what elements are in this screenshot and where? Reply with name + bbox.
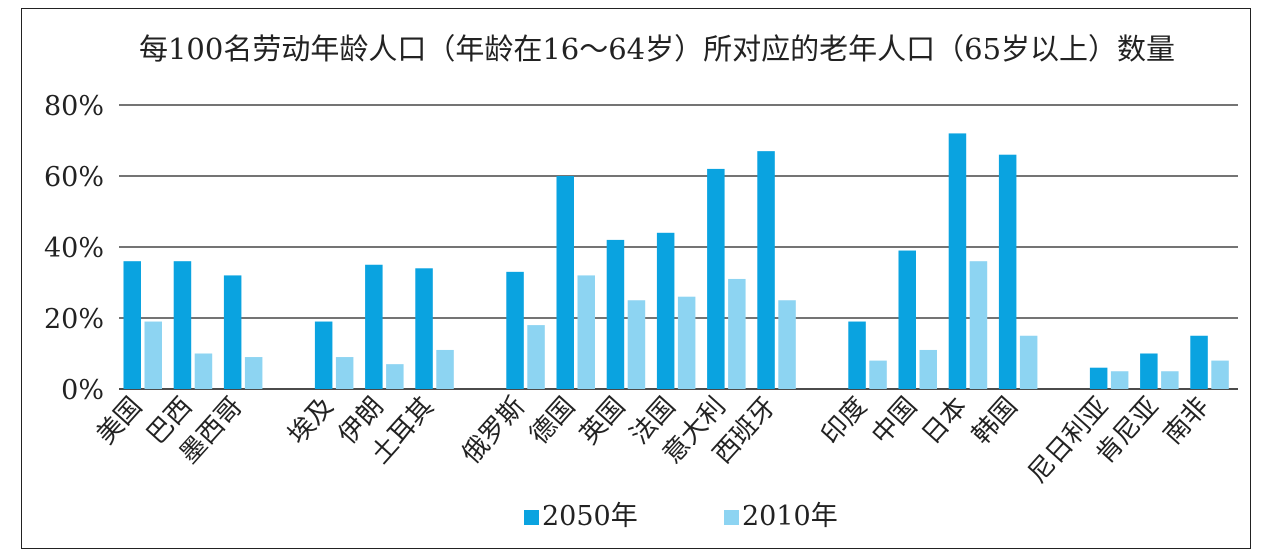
bar-2050	[556, 176, 574, 389]
bar-2050	[1190, 335, 1208, 389]
legend-label: 2010年	[742, 501, 838, 532]
bar-2050	[707, 168, 725, 389]
bar-2050	[898, 250, 916, 389]
x-tick-label: 印度	[816, 392, 873, 451]
bar-2010	[577, 275, 595, 389]
bar-2050	[998, 154, 1017, 389]
y-tick-label: 0%	[61, 375, 104, 406]
legend-swatch	[524, 510, 539, 525]
bar-2010	[194, 353, 213, 389]
x-tick-label: 俄罗斯	[457, 392, 531, 470]
bar-2010	[728, 278, 746, 389]
x-tick-label: 韩国	[967, 392, 1024, 451]
chart-title: 每100名劳动年龄人口（年龄在16～64岁）所对应的老年人口（65岁以上）数量	[139, 32, 1175, 66]
y-tick-label: 80%	[44, 91, 104, 122]
legend-swatch	[724, 510, 739, 525]
x-tick-label: 中国	[866, 392, 923, 451]
bar-2010	[144, 321, 162, 389]
bar-2010	[527, 325, 545, 389]
bar-2010	[335, 357, 354, 389]
bar-2010	[244, 357, 263, 389]
bar-2050	[948, 133, 967, 389]
bar-2050	[757, 151, 775, 389]
y-tick-label: 40%	[44, 233, 104, 264]
bar-2010	[778, 300, 796, 389]
bar-2050	[123, 261, 141, 389]
bar-layer	[123, 133, 1229, 389]
chart-frame: 每100名劳动年龄人口（年龄在16～64岁）所对应的老年人口（65岁以上）数量 …	[21, 8, 1251, 549]
bar-2050	[1140, 353, 1158, 389]
bar-2010	[627, 300, 646, 389]
bar-2010	[1019, 335, 1038, 389]
y-tick-label: 60%	[44, 162, 104, 193]
bar-2050	[223, 275, 242, 389]
bar-2050	[173, 261, 192, 389]
bar-2010	[1211, 360, 1229, 389]
y-tick-label: 20%	[44, 304, 104, 335]
bar-2010	[436, 349, 454, 389]
bar-2010	[869, 360, 887, 389]
bar-2010	[1161, 371, 1179, 389]
bar-2010	[969, 261, 988, 389]
bar-2050	[1089, 367, 1108, 389]
bar-2050	[415, 268, 433, 389]
bar-2010	[677, 296, 696, 389]
legend: 2050年 2010年	[524, 501, 838, 532]
bar-2010	[919, 349, 937, 389]
bar-2050	[365, 264, 383, 389]
y-axis-ticks: 0% 20% 40% 60% 80%	[44, 91, 104, 406]
bar-2050	[848, 321, 866, 389]
bar-2010	[1110, 371, 1129, 389]
x-tick-label: 英国	[574, 392, 631, 451]
bar-2050	[606, 239, 625, 389]
x-tick-label: 德国	[524, 392, 581, 451]
x-tick-label: 日本	[916, 392, 973, 451]
bar-2010	[386, 364, 404, 389]
x-tick-label: 南非	[1158, 392, 1215, 451]
bar-2050	[314, 321, 333, 389]
legend-label: 2050年	[542, 501, 638, 532]
x-tick-label: 埃及	[283, 392, 340, 451]
bar-2050	[506, 271, 524, 389]
bar-2050	[656, 232, 675, 389]
chart-svg: 每100名劳动年龄人口（年龄在16～64岁）所对应的老年人口（65岁以上）数量 …	[44, 32, 1238, 532]
